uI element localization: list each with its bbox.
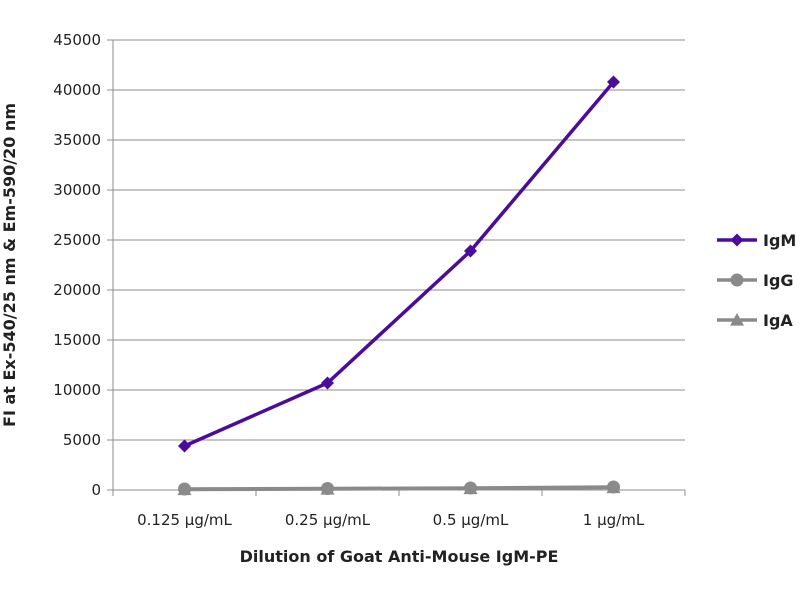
series-line-igg — [184, 485, 614, 491]
series-igm — [178, 75, 620, 453]
legend-item-iga: IgA — [717, 311, 793, 330]
y-tick-label: 20000 — [53, 281, 101, 299]
legend-label-igm: IgM — [763, 231, 796, 250]
legend-label-iga: IgA — [763, 311, 793, 330]
y-tick-label: 15000 — [53, 331, 101, 349]
data-point-igg — [321, 482, 334, 495]
legend-marker-iga — [730, 313, 744, 326]
data-point-igg — [464, 481, 477, 495]
data-point-igg — [607, 480, 620, 494]
series-line-igm — [183, 80, 615, 448]
y-tick-label: 0 — [91, 481, 101, 499]
y-tick-label: 25000 — [53, 231, 101, 249]
legend-item-igg: IgG — [717, 271, 794, 290]
y-tick-label: 45000 — [53, 31, 101, 49]
y-tick-label: 30000 — [53, 181, 101, 199]
x-axis-title: Dilution of Goat Anti-Mouse IgM-PE — [240, 547, 559, 566]
legend-layer: IgM IgG IgA — [717, 231, 796, 330]
x-tick-label: 0.5 µg/mL — [433, 511, 509, 529]
series-igg — [178, 480, 620, 496]
y-axis-title: FI at Ex-540/25 nm & Em-590/20 nm — [0, 103, 19, 427]
data-point-igm — [607, 75, 620, 89]
data-point-igm — [178, 439, 191, 453]
y-tick-label: 10000 — [53, 381, 101, 399]
legend-marker-igm — [730, 233, 744, 247]
x-tick-label: 1 µg/mL — [583, 511, 645, 529]
data-point-igm — [464, 244, 477, 258]
x-tick-label: 0.25 µg/mL — [285, 511, 371, 529]
series-layer — [177, 75, 621, 496]
y-tick-label: 35000 — [53, 131, 101, 149]
grid-layer — [113, 39, 685, 441]
legend-marker-igg — [730, 273, 744, 287]
axis-layer: 0 5000 10000 15000 20000 25000 30000 35000 40000… — [53, 31, 686, 529]
data-point-igg — [178, 482, 191, 496]
data-point-igm — [321, 376, 334, 390]
legend-item-igm: IgM — [717, 231, 796, 250]
y-tick-label: 40000 — [53, 81, 101, 99]
y-tick-label: 5000 — [63, 431, 101, 449]
legend-label-igg: IgG — [763, 271, 794, 290]
x-tick-label: 0.125 µg/mL — [137, 511, 232, 529]
